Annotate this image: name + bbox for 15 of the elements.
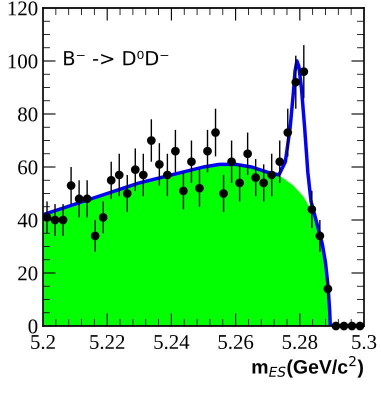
y-tick-label: 20 <box>18 266 38 280</box>
y-tick-label: 60 <box>18 160 38 174</box>
x-tick-label: 5.3 <box>352 334 376 350</box>
x-tick-label: 5.26 <box>218 334 254 350</box>
x-axis-title: m$_{ES}$(GeV/c$^{2}$) <box>252 356 363 378</box>
x-tick-label: 5.2 <box>31 334 55 350</box>
x-tick-label: 5.24 <box>154 334 190 350</box>
annotation: B⁻ -> D⁰D⁻ <box>64 50 168 66</box>
y-tick-label: 80 <box>18 107 38 122</box>
y-tick-label: 120 <box>8 1 38 16</box>
y-tick-label: 0 <box>28 319 38 334</box>
y-tick-label: 40 <box>18 213 38 228</box>
x-tick-label: 5.28 <box>282 334 318 350</box>
x-tick-label: 5.22 <box>90 334 124 350</box>
y-tick-label: 100 <box>8 54 38 68</box>
